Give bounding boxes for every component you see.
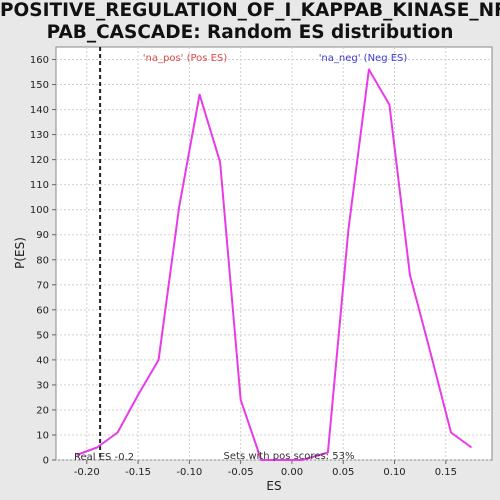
y-tick-label: 50: [36, 330, 49, 341]
y-tick-label: 90: [36, 230, 49, 241]
y-tick-label: 20: [36, 405, 49, 416]
y-tick-label: 60: [36, 305, 49, 316]
x-tick-label: -0.15: [125, 467, 151, 478]
x-axis-ticks: -0.20 -0.15 -0.10 -0.05 0.00 0.05 0.10 0.15: [74, 460, 457, 478]
y-tick-label: 40: [36, 355, 49, 366]
y-tick-label: 160: [30, 55, 49, 66]
x-tick-label: 0.00: [281, 467, 303, 478]
y-tick-label: 150: [30, 80, 49, 91]
x-tick-label: -0.10: [176, 467, 202, 478]
y-tick-label: 110: [30, 180, 49, 191]
grid: [56, 47, 492, 461]
y-tick-label: 10: [36, 430, 49, 441]
y-tick-label: 100: [30, 205, 49, 216]
chart-title-line-1: POSITIVE_REGULATION_OF_I_KAPPAB_KINASE_N…: [0, 0, 500, 21]
plot-area: [55, 46, 493, 461]
es-density-line: [76, 68, 473, 461]
x-tick-label: -0.20: [74, 467, 100, 478]
y-tick-label: 30: [36, 380, 49, 391]
y-tick-label: 70: [36, 280, 49, 291]
chart-title: POSITIVE_REGULATION_OF_I_KAPPAB_KINASE_N…: [0, 0, 500, 44]
y-tick-label: 0: [43, 456, 49, 467]
chart-title-line-2: PAB_CASCADE: Random ES distribution: [46, 22, 454, 43]
y-axis-label: P(ES): [13, 237, 27, 269]
real-es-label: Real ES -0.2: [74, 452, 134, 463]
x-axis-label: ES: [266, 479, 281, 493]
x-tick-label: 0.10: [383, 467, 405, 478]
y-tick-label: 80: [36, 255, 49, 266]
y-tick-label: 130: [30, 130, 49, 141]
x-tick-label: 0.15: [435, 467, 457, 478]
series-group: [76, 68, 473, 461]
y-tick-label: 120: [30, 155, 49, 166]
x-tick-label: 0.05: [332, 467, 354, 478]
pos-scores-label: Sets with pos scores: 53%: [224, 451, 355, 462]
y-axis-ticks: 0 10 20 30 40 50 60 70 80 90 100 110 120 130 140 150 160: [30, 55, 56, 467]
neg-es-label: 'na_neg' (Neg ES): [319, 53, 408, 64]
y-tick-label: 140: [30, 105, 49, 116]
pos-es-label: 'na_pos' (Pos ES): [143, 53, 228, 64]
x-tick-label: -0.05: [228, 467, 254, 478]
